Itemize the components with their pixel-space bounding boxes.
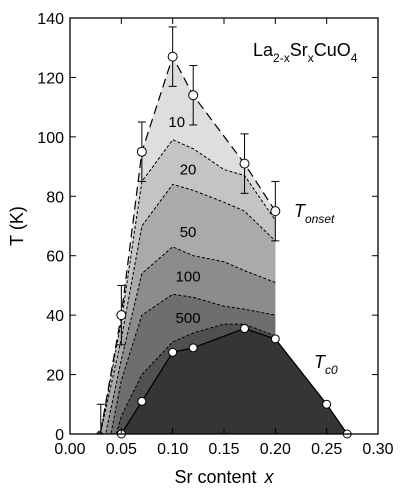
series-label-tonset: Tonset [294, 201, 335, 226]
contour-line-500 [115, 323, 276, 435]
x-tick-label: 0.25 [311, 441, 342, 458]
tonset-point [270, 206, 281, 217]
chart-title: La2-xSrxCuO4 [253, 40, 358, 65]
data-markers [116, 51, 352, 439]
contour-label-10: 10 [168, 114, 185, 131]
y-tick-label: 60 [46, 249, 64, 266]
tonset-point [116, 310, 127, 321]
contour-label-500: 500 [176, 310, 201, 327]
tonset-point [136, 146, 147, 157]
contour-labels: 10 20 50 100 500 [168, 114, 200, 327]
y-tick-label: 40 [46, 308, 64, 325]
contour-label-20: 20 [180, 162, 197, 179]
contour-line-50 [105, 246, 276, 433]
x-tick-label: 0.05 [106, 441, 137, 458]
x-tick-label: 0.20 [260, 441, 291, 458]
y-tick-label: 80 [46, 189, 64, 206]
x-tick-label: 0.15 [208, 441, 239, 458]
contour-fills [95, 56, 348, 435]
y-tick-label: 20 [46, 368, 64, 385]
tc0-point [168, 347, 178, 357]
tc0-point [188, 343, 198, 353]
y-tick-label: 0 [55, 427, 64, 444]
y-tick-label: 100 [37, 130, 64, 147]
tc0-point [137, 396, 147, 406]
y-axis-title: T (K) [7, 206, 27, 246]
tonset-point [188, 90, 199, 101]
tc0-line [120, 327, 348, 435]
x-tick-label: 0.10 [157, 441, 188, 458]
x-axis-title: Sr content x [174, 467, 274, 487]
contour-label-100: 100 [176, 269, 201, 286]
superconducting-region-tail [95, 430, 105, 434]
series-label-tc0: Tc0 [314, 352, 338, 377]
contour-line-100 [110, 293, 276, 434]
axis-ticks: 0.00 0.05 0.10 0.15 0.20 0.25 0.30 0 20 40 60 80 100… [37, 11, 393, 458]
superconducting-region [121, 328, 348, 434]
x-tick-label: 0.30 [362, 441, 393, 458]
x-tick-label: 0.00 [54, 441, 85, 458]
tc0-point [240, 324, 250, 334]
contour-line-10 [100, 139, 276, 432]
y-tick-label: 140 [37, 11, 64, 28]
tonset-point [167, 51, 178, 62]
tonset-point [239, 158, 250, 169]
tc0-point [322, 399, 332, 409]
tc0-point [270, 334, 280, 344]
contour-label-50: 50 [180, 224, 197, 241]
contour-line-20 [100, 183, 276, 432]
y-tick-label: 120 [37, 70, 64, 87]
